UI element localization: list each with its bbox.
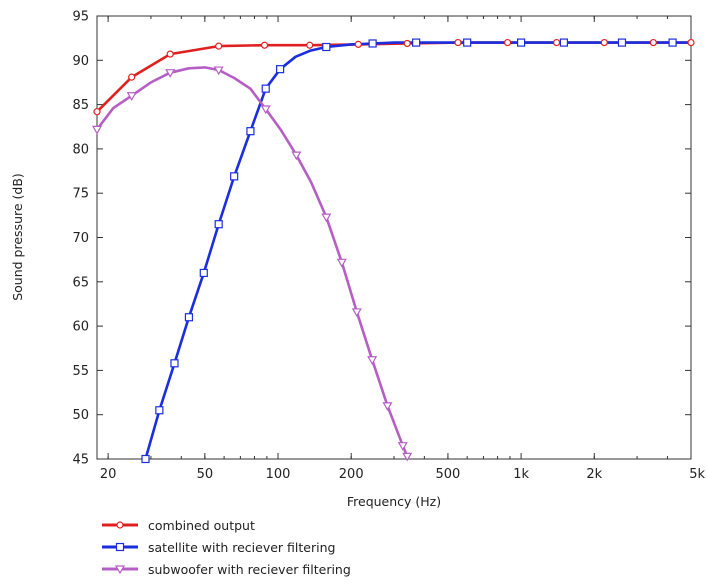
data-point xyxy=(126,92,137,101)
x-tick-label: 100 xyxy=(266,467,291,482)
data-point xyxy=(260,41,269,49)
data-point xyxy=(367,356,378,365)
data-point xyxy=(93,108,101,116)
data-point xyxy=(291,151,302,161)
data-point xyxy=(412,38,421,47)
x-tick-label: 50 xyxy=(197,467,214,482)
data-point xyxy=(184,313,194,322)
plot-area xyxy=(96,15,692,460)
x-axis-title: Frequency (Hz) xyxy=(347,494,441,509)
data-point xyxy=(306,41,314,49)
y-tick-label: 55 xyxy=(72,364,89,379)
legend: combined output satellite with reciever … xyxy=(102,514,351,580)
x-tick-label: 2k xyxy=(586,467,602,482)
y-tick-label: 90 xyxy=(72,54,89,69)
series-markers xyxy=(91,38,695,464)
legend-swatch-satellite xyxy=(102,542,138,552)
x-tick-label: 1k xyxy=(513,467,529,482)
data-point xyxy=(351,308,362,318)
data-point xyxy=(128,73,136,81)
data-point xyxy=(166,50,174,58)
y-tick-label: 50 xyxy=(72,408,89,423)
data-point xyxy=(617,38,627,47)
legend-swatch-subwoofer xyxy=(102,565,138,574)
x-tick-label: 500 xyxy=(436,467,461,482)
data-point xyxy=(141,454,150,464)
data-point xyxy=(276,65,285,74)
legend-label: subwoofer with reciever filtering xyxy=(148,561,351,577)
y-tick-label: 45 xyxy=(72,453,89,468)
data-point xyxy=(336,258,347,268)
legend-item-satellite: satellite with reciever filtering xyxy=(102,536,351,558)
legend-swatch-combined xyxy=(102,521,138,529)
data-point xyxy=(397,442,408,451)
data-point xyxy=(454,38,462,47)
data-point xyxy=(600,38,608,47)
data-point xyxy=(215,42,223,50)
series-line-1 xyxy=(144,41,691,460)
data-point xyxy=(354,40,362,48)
data-point xyxy=(668,38,677,47)
data-point xyxy=(214,220,223,229)
y-tick-label: 60 xyxy=(72,320,89,335)
x-axis: 20 50 100 200 500 1k 2k 5k xyxy=(100,16,705,482)
x-tick-label: 5k xyxy=(689,467,705,482)
data-point xyxy=(559,38,569,47)
data-point xyxy=(463,38,472,47)
x-tick-label: 20 xyxy=(100,467,117,482)
y-tick-label: 75 xyxy=(72,187,89,202)
data-point xyxy=(368,39,377,48)
data-point xyxy=(260,105,271,115)
y-tick-label: 80 xyxy=(72,142,89,157)
data-point xyxy=(199,268,208,278)
data-point xyxy=(321,213,332,223)
legend-item-combined: combined output xyxy=(102,514,351,536)
data-point xyxy=(504,38,512,47)
data-point xyxy=(402,452,413,462)
data-point xyxy=(649,38,657,47)
data-point xyxy=(553,38,561,47)
y-tick-label: 85 xyxy=(72,98,89,113)
x-tick-label: 200 xyxy=(339,467,364,482)
y-tick-label: 65 xyxy=(72,275,89,290)
y-axis: 45 50 55 60 65 70 75 80 85 90 95 xyxy=(72,10,691,468)
data-point xyxy=(403,39,411,48)
data-point xyxy=(170,359,179,368)
data-point xyxy=(165,69,176,78)
legend-item-subwoofer: subwoofer with reciever filtering xyxy=(102,558,351,580)
legend-label: satellite with reciever filtering xyxy=(148,539,336,555)
data-point xyxy=(246,127,255,136)
y-tick-label: 70 xyxy=(72,231,89,246)
y-axis-title: Sound pressure (dB) xyxy=(10,173,25,301)
data-point xyxy=(322,42,331,52)
data-point xyxy=(155,406,164,415)
data-point xyxy=(516,38,526,47)
data-point xyxy=(230,172,239,181)
data-point xyxy=(261,84,270,93)
data-point xyxy=(382,402,393,412)
data-point xyxy=(687,38,695,47)
data-point xyxy=(91,125,103,135)
y-tick-label: 95 xyxy=(72,10,89,25)
legend-label: combined output xyxy=(148,517,255,533)
data-point xyxy=(213,66,224,76)
